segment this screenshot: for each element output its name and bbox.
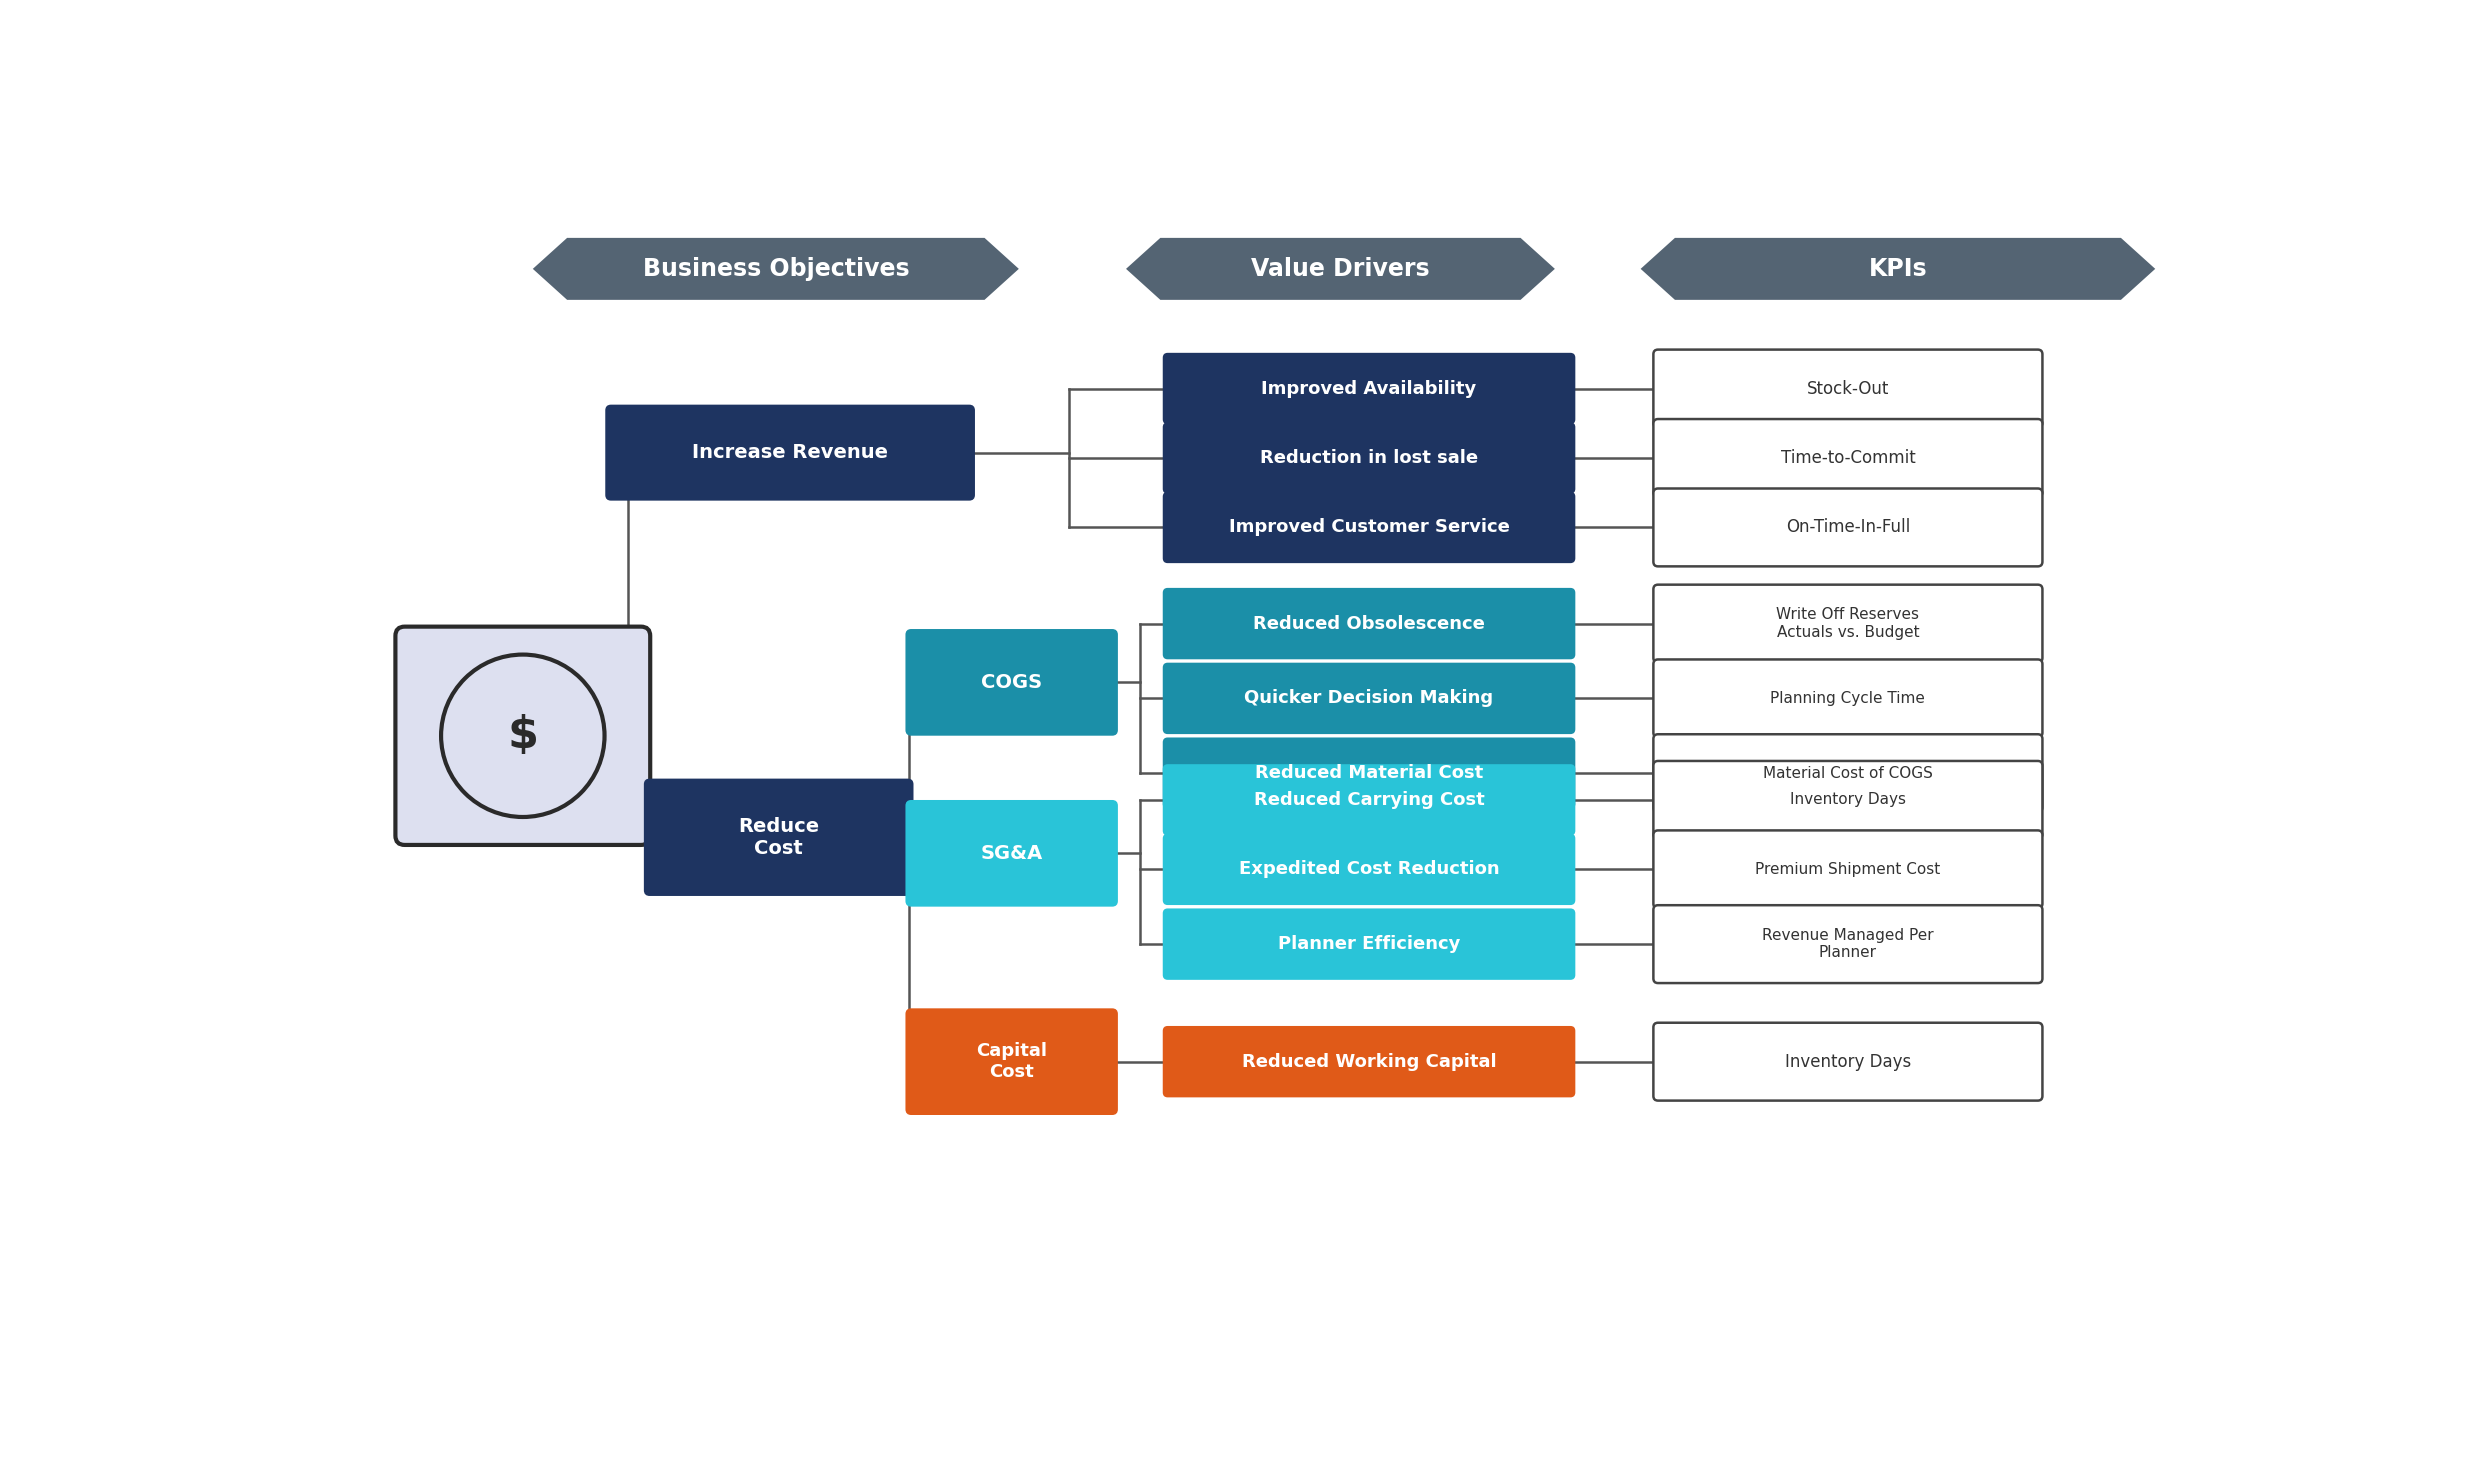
FancyBboxPatch shape	[906, 801, 1118, 906]
Text: Premium Shipment Cost: Premium Shipment Cost	[1755, 863, 1940, 877]
Text: SG&A: SG&A	[981, 844, 1043, 863]
FancyBboxPatch shape	[1653, 905, 2042, 983]
FancyBboxPatch shape	[1653, 350, 2042, 427]
Text: Reduced Obsolescence: Reduced Obsolescence	[1252, 615, 1484, 632]
Text: Reduction in lost sale: Reduction in lost sale	[1260, 449, 1479, 468]
Text: Reduce
Cost: Reduce Cost	[737, 817, 819, 858]
Text: Business Objectives: Business Objectives	[642, 256, 909, 281]
Text: Quicker Decision Making: Quicker Decision Making	[1245, 689, 1494, 708]
FancyBboxPatch shape	[1653, 488, 2042, 567]
Text: On-Time-In-Full: On-Time-In-Full	[1785, 519, 1910, 536]
FancyBboxPatch shape	[396, 627, 650, 845]
Text: Material Cost of COGS: Material Cost of COGS	[1763, 766, 1932, 781]
FancyBboxPatch shape	[1653, 1023, 2042, 1100]
FancyBboxPatch shape	[1163, 739, 1574, 807]
FancyBboxPatch shape	[1163, 492, 1574, 562]
Text: Value Drivers: Value Drivers	[1250, 256, 1429, 281]
FancyBboxPatch shape	[1653, 830, 2042, 908]
FancyBboxPatch shape	[1653, 734, 2042, 812]
Text: Improved Customer Service: Improved Customer Service	[1228, 519, 1509, 536]
Text: $: $	[508, 714, 538, 758]
Text: Expedited Cost Reduction: Expedited Cost Reduction	[1238, 860, 1499, 879]
FancyBboxPatch shape	[906, 629, 1118, 734]
Polygon shape	[1125, 237, 1554, 300]
FancyBboxPatch shape	[1163, 835, 1574, 903]
FancyBboxPatch shape	[1163, 424, 1574, 492]
Text: Inventory Days: Inventory Days	[1785, 1052, 1910, 1071]
Text: Reduced Carrying Cost: Reduced Carrying Cost	[1252, 791, 1484, 809]
Text: Planning Cycle Time: Planning Cycle Time	[1770, 691, 1925, 705]
FancyBboxPatch shape	[1653, 761, 2042, 839]
Text: Stock-Out: Stock-Out	[1808, 379, 1890, 398]
FancyBboxPatch shape	[1163, 909, 1574, 979]
FancyBboxPatch shape	[645, 779, 911, 895]
Text: Improved Availability: Improved Availability	[1262, 379, 1477, 398]
Text: Write Off Reserves
Actuals vs. Budget: Write Off Reserves Actuals vs. Budget	[1775, 608, 1920, 640]
FancyBboxPatch shape	[1163, 664, 1574, 733]
Text: Revenue Managed Per
Planner: Revenue Managed Per Planner	[1763, 928, 1935, 960]
Text: Inventory Days: Inventory Days	[1790, 793, 1905, 807]
FancyBboxPatch shape	[1163, 765, 1574, 835]
FancyBboxPatch shape	[1163, 1027, 1574, 1096]
Text: Increase Revenue: Increase Revenue	[692, 443, 889, 462]
Text: Planner Efficiency: Planner Efficiency	[1277, 935, 1459, 953]
Text: Reduced Material Cost: Reduced Material Cost	[1255, 763, 1484, 782]
FancyBboxPatch shape	[906, 1010, 1118, 1115]
FancyBboxPatch shape	[1653, 420, 2042, 497]
FancyBboxPatch shape	[1653, 660, 2042, 737]
Text: Reduced Working Capital: Reduced Working Capital	[1243, 1052, 1496, 1071]
Text: KPIs: KPIs	[1868, 256, 1927, 281]
FancyBboxPatch shape	[1163, 354, 1574, 423]
FancyBboxPatch shape	[1163, 589, 1574, 659]
Polygon shape	[1641, 237, 2156, 300]
Polygon shape	[533, 237, 1018, 300]
Text: COGS: COGS	[981, 673, 1043, 692]
Text: Time-to-Commit: Time-to-Commit	[1780, 449, 1915, 468]
FancyBboxPatch shape	[1653, 584, 2042, 663]
FancyBboxPatch shape	[605, 405, 974, 500]
Text: Capital
Cost: Capital Cost	[976, 1042, 1048, 1081]
